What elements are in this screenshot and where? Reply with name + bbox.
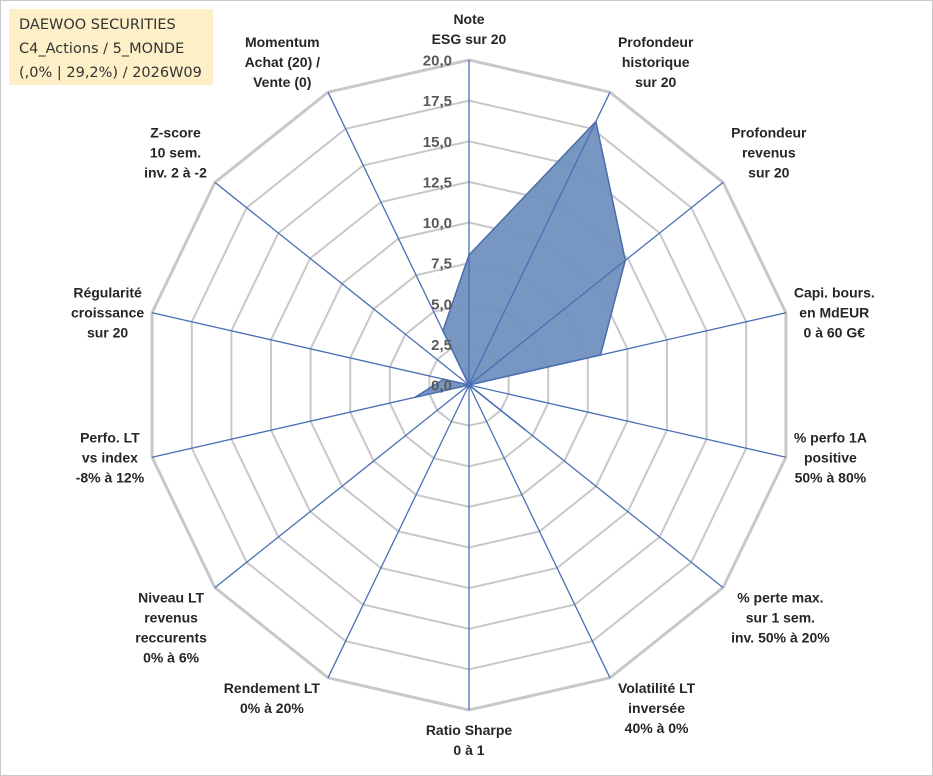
axis-spoke: [214, 181, 470, 386]
tick-label: 5,0: [431, 296, 452, 313]
axis-label-line: reccurents: [135, 630, 207, 646]
info-broker: DAEWOO SECURITIES: [19, 17, 176, 33]
axis-label-line: Profondeur: [731, 124, 807, 140]
axis-label: Rendement LT 0% à 20%: [224, 680, 321, 716]
axis-label: Régularité croissance sur 20: [71, 285, 144, 341]
axis-label-line: Perfo. LT: [80, 429, 140, 445]
axis-label: % perfo 1A positive 50% à 80%: [794, 429, 867, 485]
axis-spoke: [468, 91, 611, 386]
axis-label-line: sur 1 sem.: [746, 610, 815, 626]
axis-label-line: positive: [804, 449, 857, 465]
axis-label-line: Profondeur: [618, 34, 694, 50]
axis-label-line: 0 à 60 G€: [804, 325, 866, 341]
axis-label-line: Régularité: [73, 285, 142, 301]
axis-label-line: sur 20: [635, 74, 676, 90]
axis-label-line: Volatilité LT: [618, 680, 696, 696]
axis-label-line: ESG sur 20: [432, 31, 507, 47]
axis-label-line: Niveau LT: [138, 590, 204, 606]
axis-label: Note ESG sur 20: [432, 11, 507, 47]
axis-label: Volatilité LT inversée 40% à 0%: [618, 680, 696, 736]
axis-label-line: 10 sem.: [150, 144, 201, 160]
axis-spoke: [327, 91, 470, 386]
axis-label-line: historique: [622, 54, 690, 70]
axis-label-line: Z-score: [150, 124, 201, 140]
axis-label-line: 50% à 80%: [795, 469, 867, 485]
axis-label-line: croissance: [71, 305, 144, 321]
tick-label: 2,5: [431, 337, 452, 354]
axis-label: Niveau LT revenus reccurents 0% à 6%: [135, 590, 207, 666]
axis-label: Ratio Sharpe 0 à 1: [426, 722, 513, 758]
axis-label-line: 0% à 6%: [143, 650, 200, 666]
info-box: DAEWOO SECURITIES C4_Actions / 5_MONDE (…: [9, 9, 213, 85]
axis-label: Momentum Achat (20) / Vente (0): [245, 34, 321, 90]
axis-label-line: % perfo 1A: [794, 429, 867, 445]
axis-label-line: 0 à 1: [453, 742, 484, 758]
axis-spoke: [151, 312, 470, 386]
info-period: (,0% | 29,2%) / 2026W09: [19, 65, 202, 81]
tick-label: 15,0: [423, 134, 452, 151]
axis-label-line: Momentum: [245, 34, 320, 50]
axis-label-line: Ratio Sharpe: [426, 722, 513, 738]
axis-label: Profondeur historique sur 20: [618, 34, 694, 90]
axis-label-line: Note: [453, 11, 484, 27]
axis-label: Capi. bours. en MdEUR 0 à 60 G€: [794, 285, 875, 341]
axis-label-line: inv. 50% à 20%: [731, 630, 830, 646]
tick-label: 12,5: [423, 174, 452, 191]
axis-label-line: Achat (20) /: [245, 54, 321, 70]
axis-spoke: [468, 384, 611, 679]
axis-label-line: 40% à 0%: [625, 720, 689, 736]
tick-label: 10,0: [423, 215, 452, 232]
axis-label: Profondeur revenus sur 20: [731, 124, 807, 180]
tick-label: 0,0: [431, 378, 452, 395]
axis-label-line: Rendement LT: [224, 680, 321, 696]
axis-label-line: revenus: [742, 144, 796, 160]
axis-label-line: inversée: [628, 700, 685, 716]
tick-label: 17,5: [423, 93, 452, 110]
axis-spoke: [468, 384, 787, 458]
tick-label: 20,0: [423, 53, 452, 70]
axis-label-line: revenus: [144, 610, 198, 626]
info-category: C4_Actions / 5_MONDE: [19, 41, 185, 57]
axis-spoke: [468, 312, 787, 386]
axis-label-line: sur 20: [748, 164, 789, 180]
axis-label-line: 0% à 20%: [240, 700, 304, 716]
axis-label-line: % perte max.: [737, 590, 823, 606]
axis-label-line: inv. 2 à -2: [144, 164, 207, 180]
axis-label-line: -8% à 12%: [76, 469, 145, 485]
axis-label-line: en MdEUR: [799, 305, 869, 321]
axis-spoke: [214, 384, 470, 589]
axis-spoke: [151, 384, 470, 458]
axis-label-line: Capi. bours.: [794, 285, 875, 301]
axis-label: % perte max. sur 1 sem. inv. 50% à 20%: [731, 590, 830, 646]
axis-spoke: [327, 384, 470, 679]
axis-label-line: vs index: [82, 449, 138, 465]
axis-label-line: Vente (0): [253, 74, 311, 90]
axis-label: Z-score 10 sem. inv. 2 à -2: [144, 124, 207, 180]
axis-label: Perfo. LT vs index -8% à 12%: [76, 429, 145, 485]
axis-label-line: sur 20: [87, 325, 128, 341]
axis-spoke: [468, 181, 724, 386]
tick-label: 7,5: [431, 256, 452, 273]
axis-spoke: [468, 384, 724, 589]
